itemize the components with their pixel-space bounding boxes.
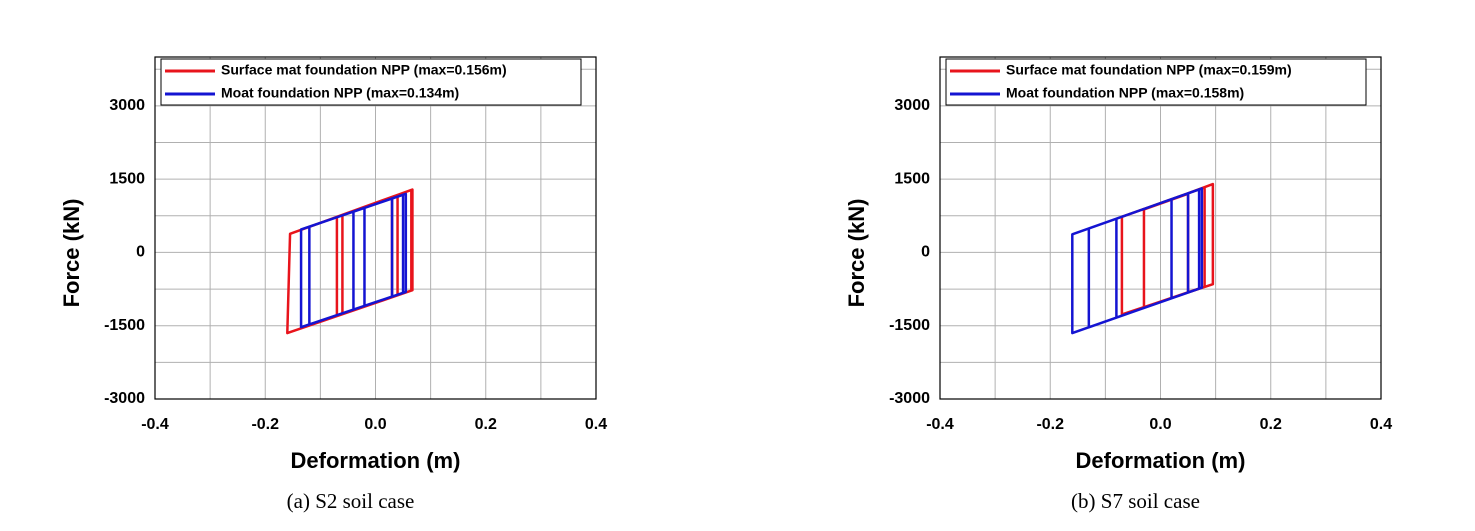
x-tick-label: 0.2 bbox=[1260, 416, 1282, 433]
x-tick-label: -0.4 bbox=[926, 416, 954, 433]
y-tick-label: -3000 bbox=[104, 390, 145, 407]
data-line bbox=[1071, 187, 1204, 335]
x-tick-label: -0.2 bbox=[1036, 416, 1064, 433]
x-tick-label: 0.2 bbox=[475, 416, 497, 433]
legend-label: Moat foundation NPP (max=0.158m) bbox=[1006, 85, 1244, 101]
caption: (a) S2 soil case bbox=[287, 489, 415, 513]
plot-frame bbox=[154, 56, 597, 400]
y-axis-title: Force (kN) bbox=[844, 199, 869, 308]
y-tick-label: -1500 bbox=[889, 317, 930, 334]
data-line bbox=[299, 192, 408, 329]
plot-frame bbox=[939, 56, 1382, 400]
x-tick-label: 0.0 bbox=[364, 416, 386, 433]
y-tick-label: -1500 bbox=[104, 317, 145, 334]
chart: -0.4 -0.2 0.0 0.2 0.4 -3000 -1500 0 1500 3000 Surf… bbox=[844, 56, 1392, 513]
x-tick-label: 0.4 bbox=[585, 416, 607, 433]
x-tick-label: 0.0 bbox=[1149, 416, 1171, 433]
legend-box bbox=[160, 58, 582, 106]
x-tick-label: -0.4 bbox=[141, 416, 169, 433]
y-tick-label: 0 bbox=[136, 244, 145, 261]
y-tick-label: 1500 bbox=[894, 170, 930, 187]
x-tick-label: -0.2 bbox=[251, 416, 279, 433]
y-tick-label: -3000 bbox=[889, 390, 930, 407]
y-tick-label: 0 bbox=[921, 244, 930, 261]
caption: (b) S7 soil case bbox=[1071, 489, 1200, 513]
y-axis-title: Force (kN) bbox=[59, 199, 84, 308]
y-tick-label: 1500 bbox=[109, 170, 145, 187]
legend-label: Moat foundation NPP (max=0.134m) bbox=[221, 85, 459, 101]
x-axis-title: Deformation (m) bbox=[291, 448, 461, 473]
x-axis-title: Deformation (m) bbox=[1076, 448, 1246, 473]
x-tick-label: 0.4 bbox=[1370, 416, 1392, 433]
chart: -0.4 -0.2 0.0 0.2 0.4 -3000 -1500 0 1500 3000 Surf… bbox=[59, 56, 607, 513]
y-tick-label: 3000 bbox=[894, 97, 930, 114]
y-tick-label: 3000 bbox=[109, 97, 145, 114]
legend-box bbox=[945, 58, 1367, 106]
legend-label: Surface mat foundation NPP (max=0.156m) bbox=[221, 62, 507, 78]
legend-label: Surface mat foundation NPP (max=0.159m) bbox=[1006, 62, 1292, 78]
